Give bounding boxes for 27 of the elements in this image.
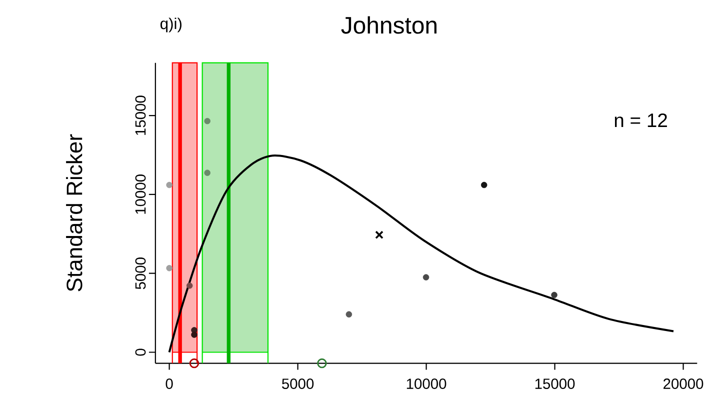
text: q)i) bbox=[160, 18, 182, 32]
y-tick-label: 10000 bbox=[135, 174, 146, 214]
y-tick-label: 5000 bbox=[135, 257, 146, 290]
y-tick-label: 15000 bbox=[135, 96, 146, 135]
y-axis-title: Standard Ricker bbox=[66, 134, 82, 292]
point bbox=[551, 292, 558, 298]
point bbox=[166, 264, 172, 272]
chart-title: Johnston bbox=[341, 16, 436, 34]
point bbox=[204, 118, 210, 124]
point bbox=[189, 358, 200, 368]
point bbox=[204, 170, 210, 176]
line-series bbox=[168, 154, 675, 354]
y-tick-label: 0 bbox=[135, 348, 146, 356]
x-tick-label: 5000 bbox=[282, 378, 314, 389]
point bbox=[191, 332, 198, 338]
point bbox=[346, 311, 352, 318]
point bbox=[166, 182, 172, 188]
point bbox=[375, 230, 384, 239]
x-tick-label: 15000 bbox=[535, 378, 575, 389]
annotation: n = 12 bbox=[614, 113, 667, 127]
point bbox=[422, 274, 430, 280]
point bbox=[317, 358, 327, 368]
point bbox=[186, 282, 193, 289]
x-tick-label: 0 bbox=[166, 378, 173, 389]
point bbox=[480, 182, 488, 188]
x-tick-label: 10000 bbox=[406, 378, 446, 389]
x-tick-label: 20000 bbox=[664, 378, 704, 389]
